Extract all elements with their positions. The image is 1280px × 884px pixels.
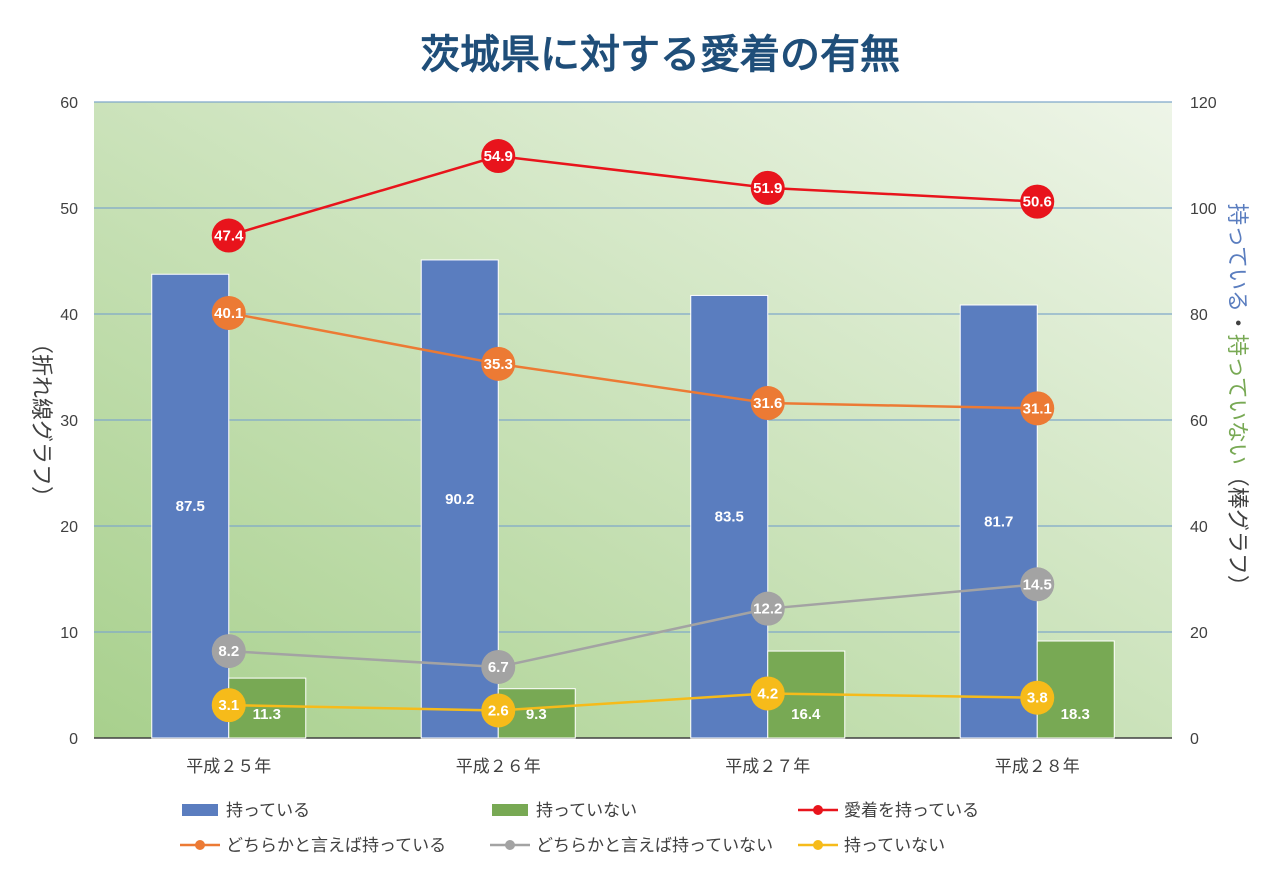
legend-swatch-marker [505, 840, 515, 850]
series-point [750, 170, 785, 205]
left-tick-label: 60 [60, 95, 78, 112]
series-line [228, 583, 1038, 669]
right-tick-label: 20 [1190, 625, 1208, 642]
bar-have [959, 304, 1038, 739]
legend-label: 持っている [226, 801, 310, 821]
legend-label: 持っていない [844, 836, 945, 856]
point-data-label: 54.9 [484, 148, 513, 165]
point-data-label: 14.5 [1023, 576, 1052, 593]
left-tick-label: 20 [60, 519, 78, 536]
series-point [481, 139, 516, 174]
point-data-label: 47.4 [214, 228, 244, 245]
right-tick-label: 100 [1190, 201, 1217, 218]
series-point [750, 676, 785, 711]
bar-data-label: 83.5 [715, 509, 744, 526]
right-axis-label-dot: ・ [1224, 312, 1249, 334]
series-lines: 47.4 54.9 51.9 50.6 40.1 35.3 31.6 31.1 8.2 6.7 12… [211, 139, 1055, 728]
legend-label: どちらかと言えば持っている [226, 836, 446, 856]
series-point [750, 386, 785, 421]
category-label: 平成２８年 [995, 757, 1080, 777]
series-point [1020, 567, 1055, 602]
category-labels: 平成２５年 平成２６年 平成２７年 平成２８年 [186, 757, 1080, 777]
series-point [211, 634, 246, 669]
series-line [228, 154, 1038, 237]
series-point [750, 591, 785, 626]
point-data-label: 50.6 [1023, 194, 1052, 211]
point-data-label: 35.3 [484, 356, 513, 373]
point-data-label: 31.1 [1023, 400, 1052, 417]
point-data-label: 40.1 [214, 305, 243, 322]
right-tick-label: 80 [1190, 307, 1208, 324]
right-axis-label-not-have: 持っていない [1224, 334, 1249, 465]
series-line [228, 692, 1038, 712]
legend-label: 持っていない [536, 801, 637, 821]
left-axis-label-text: （折れ線グラフ） [28, 332, 53, 508]
series-point [481, 346, 516, 381]
bar-data-label: 11.3 [253, 706, 281, 723]
left-tick-label: 40 [60, 307, 78, 324]
bar-have [690, 294, 769, 739]
bar-data-label: 90.2 [445, 491, 474, 508]
right-axis-label: 持っている・持っていない（棒グラフ） [1224, 203, 1249, 597]
category-label: 平成２７年 [725, 757, 810, 777]
point-data-label: 3.8 [1027, 690, 1048, 707]
right-axis-label-text: 持っている・持っていない（棒グラフ） [1224, 203, 1249, 597]
point-data-label: 4.2 [757, 685, 778, 702]
left-tick-label: 0 [69, 731, 78, 748]
right-axis-label-suffix: （棒グラフ） [1224, 465, 1249, 597]
series-point [211, 688, 246, 723]
left-axis-label: （折れ線グラフ） [28, 332, 53, 508]
legend-swatch [182, 804, 218, 816]
bar-data-label: 9.3 [526, 706, 547, 723]
right-tick-label: 120 [1190, 95, 1217, 112]
legend-swatch [492, 804, 528, 816]
series-point [481, 649, 516, 684]
series-point [1020, 680, 1055, 715]
point-data-label: 31.6 [753, 395, 782, 412]
category-label: 平成２６年 [456, 757, 541, 777]
point-data-label: 2.6 [488, 702, 509, 719]
bar-data-label: 16.4 [791, 706, 821, 723]
legend-swatch-marker [813, 840, 823, 850]
chart-title: 茨城県に対する愛着の有無 [420, 32, 900, 78]
bar-data-label: 81.7 [984, 513, 1013, 530]
left-tick-label: 10 [60, 625, 78, 642]
legend-label: 愛着を持っている [844, 801, 979, 821]
left-tick-label: 30 [60, 413, 78, 430]
series-line [228, 311, 1038, 410]
legend-swatch-marker [813, 805, 823, 815]
right-tick-label: 0 [1190, 731, 1199, 748]
right-axis-label-have: 持っている [1224, 203, 1249, 312]
point-data-label: 12.2 [753, 601, 782, 618]
series-point [481, 693, 516, 728]
point-data-label: 6.7 [488, 659, 509, 676]
bar-data-label: 18.3 [1061, 706, 1090, 723]
series-point [211, 295, 246, 330]
point-data-label: 51.9 [753, 180, 782, 197]
series-point [1020, 391, 1055, 426]
right-tick-label: 40 [1190, 519, 1208, 536]
point-data-label: 8.2 [218, 643, 239, 660]
bar-data-label: 87.5 [176, 498, 205, 515]
right-tick-label: 60 [1190, 413, 1208, 430]
legend-label: どちらかと言えば持っていない [536, 836, 773, 856]
category-label: 平成２５年 [186, 757, 271, 777]
series-point [1020, 184, 1055, 219]
bars: 87.5 90.2 83.5 81.7 11.3 9.3 16.4 18.3 [151, 259, 1115, 739]
axis-ticks: 0 0 10 20 20 40 30 60 40 80 50 100 60 120 [60, 95, 1217, 748]
legend-swatch-marker [195, 840, 205, 850]
series-point [211, 218, 246, 253]
point-data-label: 3.1 [218, 697, 239, 714]
left-tick-label: 50 [60, 201, 78, 218]
